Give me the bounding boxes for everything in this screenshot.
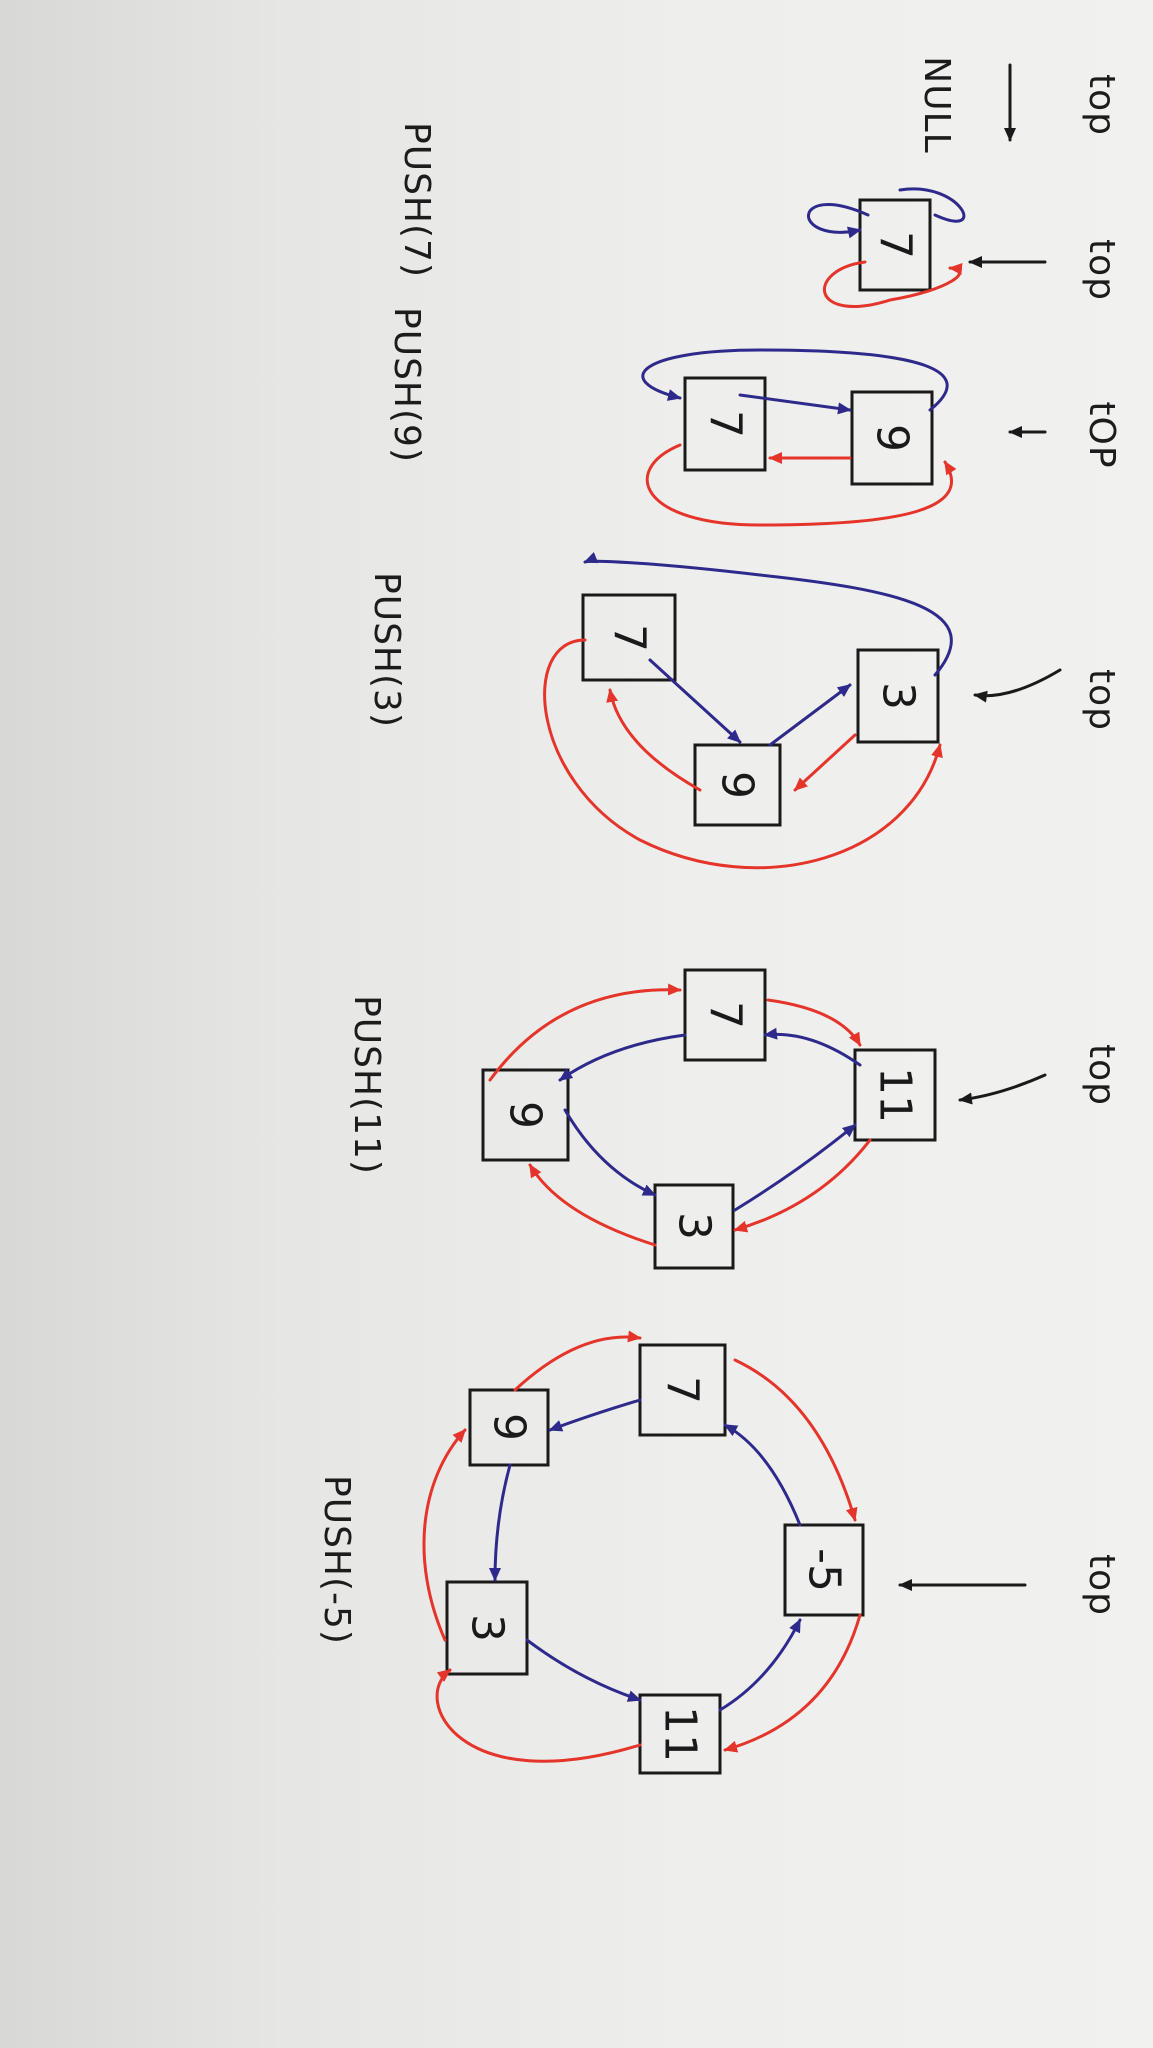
next-link (723, 1423, 802, 1527)
svg-text:7: 7 (657, 1376, 708, 1404)
prev-link (435, 1668, 642, 1763)
prev-link (606, 688, 702, 792)
prev-link (488, 983, 682, 1082)
prev-link (723, 1613, 862, 1753)
node-3-step5: 3 (445, 1580, 529, 1676)
next-link (807, 203, 870, 239)
top-label-4: top (1081, 1044, 1122, 1106)
next-link (763, 1027, 862, 1067)
node-3-step4: 3 (653, 1183, 735, 1270)
svg-text:7: 7 (700, 1001, 751, 1029)
next-link (525, 1638, 642, 1702)
top-arrow-3 (973, 668, 1062, 703)
svg-text:3: 3 (873, 682, 924, 710)
top-label-5: top (1081, 1554, 1122, 1616)
node-minus5-step5: -5 (783, 1523, 865, 1617)
svg-text:3: 3 (669, 1212, 720, 1240)
node-7-step4: 7 (683, 968, 767, 1062)
step-push-3: 7 9 3 (543, 552, 953, 870)
svg-text:9: 9 (867, 424, 918, 452)
next-link (648, 658, 742, 744)
svg-text:9: 9 (500, 1101, 551, 1129)
prev-link-wrap (543, 638, 943, 870)
svg-text:11: 11 (870, 1067, 921, 1123)
step-push-9: 7 9 (641, 348, 957, 527)
prev-link (733, 1358, 858, 1522)
prev-link-wrap (645, 443, 957, 527)
top-label-0: top (1081, 74, 1122, 136)
op-label-push-3: PUSH(3) (366, 572, 407, 728)
next-link (718, 1618, 802, 1712)
prev-link (766, 998, 862, 1047)
op-label-push-7: PUSH(7) (396, 122, 437, 278)
prev-link (422, 1428, 467, 1642)
step-push-7: 7 (807, 187, 966, 308)
node-3-step3: 3 (856, 648, 940, 744)
next-link (489, 1463, 512, 1582)
svg-text:11: 11 (655, 1706, 706, 1762)
next-link (733, 1123, 857, 1212)
top-label-3: top (1081, 669, 1122, 731)
svg-text:9: 9 (712, 771, 763, 799)
prev-link (513, 1330, 642, 1392)
svg-text:9: 9 (484, 1413, 535, 1441)
op-label-push-minus5: PUSH(-5) (316, 1475, 357, 1645)
prev-link (793, 733, 857, 792)
prev-link (528, 1163, 657, 1247)
top-label-1: top (1081, 239, 1122, 301)
prev-link (822, 260, 963, 308)
next-link (768, 683, 852, 747)
next-link-loop (898, 187, 966, 223)
node-7-step3: 7 (581, 593, 677, 682)
node-7-step5: 7 (638, 1343, 727, 1437)
next-link (558, 1033, 687, 1082)
node-11-step4: 11 (853, 1048, 937, 1142)
null-label: NULL (916, 56, 957, 153)
svg-text:-5: -5 (799, 1548, 850, 1592)
step-push-11: 7 9 3 11 (481, 968, 937, 1270)
node-9-step5: 9 (468, 1388, 550, 1467)
next-link-wrap (583, 552, 953, 677)
node-11-step5: 11 (638, 1693, 722, 1775)
node-9-step2: 9 (850, 390, 934, 486)
op-label-push-9: PUSH(9) (386, 307, 427, 463)
top-label-2: tOP (1081, 401, 1122, 468)
svg-text:7: 7 (604, 624, 655, 652)
node-7-step1: 7 (858, 198, 932, 292)
node-9-step4: 9 (481, 1068, 570, 1162)
next-link-wrap (641, 348, 949, 412)
top-arrow-4 (958, 1073, 1047, 1105)
op-label-push-11: PUSH(11) (346, 995, 387, 1175)
prev-link (733, 1138, 872, 1233)
step-push-minus5: 7 9 3 11 -5 (422, 1330, 865, 1775)
svg-text:3: 3 (462, 1614, 513, 1642)
next-link (738, 393, 852, 415)
svg-text:7: 7 (870, 231, 921, 259)
next-link (548, 1398, 642, 1432)
next-link (563, 1108, 657, 1197)
svg-text:7: 7 (700, 410, 751, 438)
node-7-step2: 7 (683, 376, 767, 472)
node-9-step3: 9 (693, 743, 782, 827)
